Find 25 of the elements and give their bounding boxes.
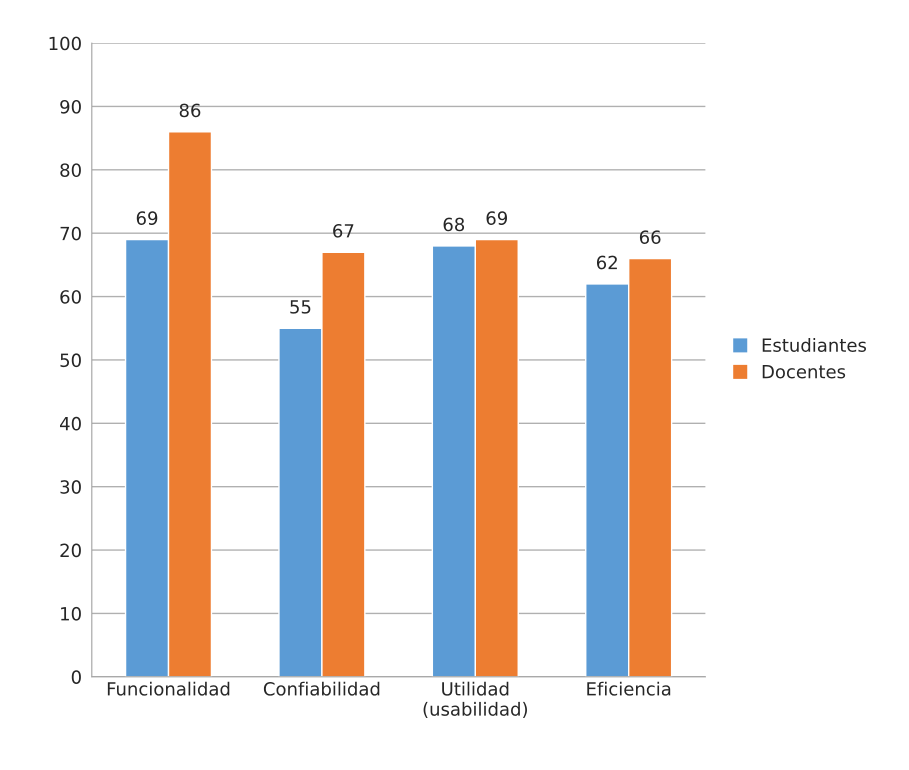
data-label: 62 <box>596 256 617 270</box>
y-tick-label: 10 <box>61 606 81 621</box>
x-tick-label: Confiabilidad <box>264 682 380 696</box>
data-label: 69 <box>486 211 507 225</box>
y-tick-label: 70 <box>60 226 81 240</box>
y-tick-label: 80 <box>60 163 81 177</box>
y-tick-label: 60 <box>60 290 81 304</box>
x-tick-label: Eficiencia <box>587 682 670 696</box>
data-label: 66 <box>640 230 661 244</box>
y-tick-label: 20 <box>60 544 81 558</box>
x-tick-label: Utilidad (usabilidad) <box>424 682 527 718</box>
data-label: 69 <box>136 211 158 225</box>
legend-label: Estudiantes <box>762 338 866 352</box>
y-tick-label: 0 <box>72 670 81 684</box>
y-tick-label: 90 <box>60 100 81 114</box>
y-tick-label: 30 <box>60 480 81 494</box>
data-label: 55 <box>290 300 310 314</box>
legend-label: Docentes <box>762 365 846 378</box>
y-tick-label: 50 <box>60 353 81 368</box>
y-tick-label: 40 <box>60 416 81 430</box>
x-tick-label: Funcionalidad <box>108 682 230 696</box>
data-label: 68 <box>444 218 464 232</box>
data-label: 67 <box>333 224 354 238</box>
y-tick-label: 100 <box>50 36 81 50</box>
data-label: 86 <box>180 104 200 118</box>
